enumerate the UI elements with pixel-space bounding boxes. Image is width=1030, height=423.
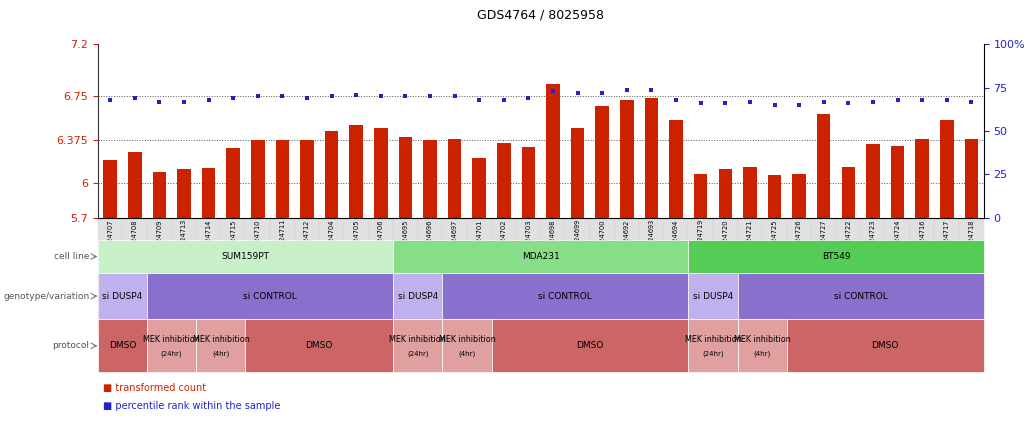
Bar xyxy=(399,137,412,218)
Text: MEK inhibition: MEK inhibition xyxy=(143,335,200,344)
Text: ■ percentile rank within the sample: ■ percentile rank within the sample xyxy=(103,401,280,411)
Bar xyxy=(374,128,387,218)
Bar xyxy=(423,140,437,218)
Text: MEK inhibition: MEK inhibition xyxy=(733,335,791,344)
Bar xyxy=(448,139,461,218)
Bar xyxy=(276,140,289,218)
Bar xyxy=(497,143,511,218)
Bar xyxy=(521,147,536,218)
Bar xyxy=(719,169,732,218)
Text: SUM159PT: SUM159PT xyxy=(221,252,270,261)
Bar xyxy=(670,120,683,218)
Text: MEK inhibition: MEK inhibition xyxy=(389,335,446,344)
Bar xyxy=(349,125,363,218)
Bar xyxy=(227,148,240,218)
Text: BT549: BT549 xyxy=(822,252,851,261)
Text: (24hr): (24hr) xyxy=(161,351,182,357)
Bar xyxy=(546,84,560,218)
Bar xyxy=(571,128,584,218)
Bar xyxy=(817,114,830,218)
Bar xyxy=(792,174,805,218)
Text: genotype/variation: genotype/variation xyxy=(3,291,90,301)
Text: si DUSP4: si DUSP4 xyxy=(398,291,438,301)
Bar xyxy=(964,139,978,218)
Bar xyxy=(645,98,658,218)
Bar xyxy=(177,169,191,218)
Text: MEK inhibition: MEK inhibition xyxy=(193,335,249,344)
Text: cell line: cell line xyxy=(55,252,90,261)
Bar xyxy=(324,131,339,218)
Text: si CONTROL: si CONTROL xyxy=(243,291,297,301)
Bar xyxy=(694,174,708,218)
Bar xyxy=(620,100,633,218)
Text: MEK inhibition: MEK inhibition xyxy=(439,335,495,344)
Text: MDA231: MDA231 xyxy=(522,252,559,261)
Bar xyxy=(202,168,215,218)
Bar xyxy=(916,139,929,218)
Bar xyxy=(473,158,486,218)
Bar xyxy=(595,106,609,218)
Text: GDS4764 / 8025958: GDS4764 / 8025958 xyxy=(477,8,605,21)
Text: DMSO: DMSO xyxy=(871,341,899,350)
Text: ■ transformed count: ■ transformed count xyxy=(103,383,206,393)
Text: (24hr): (24hr) xyxy=(407,351,428,357)
Bar xyxy=(842,167,855,218)
Bar xyxy=(152,172,166,218)
Text: (4hr): (4hr) xyxy=(754,351,770,357)
Bar xyxy=(103,160,117,218)
Bar xyxy=(743,167,757,218)
Text: (24hr): (24hr) xyxy=(702,351,724,357)
Bar xyxy=(891,146,904,218)
Bar xyxy=(251,140,265,218)
Text: DMSO: DMSO xyxy=(306,341,333,350)
Text: (4hr): (4hr) xyxy=(458,351,476,357)
Text: si DUSP4: si DUSP4 xyxy=(693,291,733,301)
Bar xyxy=(866,144,880,218)
Bar xyxy=(767,175,782,218)
Bar xyxy=(940,120,954,218)
Text: (4hr): (4hr) xyxy=(212,351,230,357)
Text: DMSO: DMSO xyxy=(109,341,136,350)
Text: si CONTROL: si CONTROL xyxy=(833,291,888,301)
Text: si DUSP4: si DUSP4 xyxy=(102,291,142,301)
Bar xyxy=(128,152,141,218)
Text: MEK inhibition: MEK inhibition xyxy=(685,335,742,344)
Text: protocol: protocol xyxy=(53,341,90,350)
Text: DMSO: DMSO xyxy=(576,341,604,350)
Text: si CONTROL: si CONTROL xyxy=(539,291,592,301)
Bar xyxy=(300,140,314,218)
